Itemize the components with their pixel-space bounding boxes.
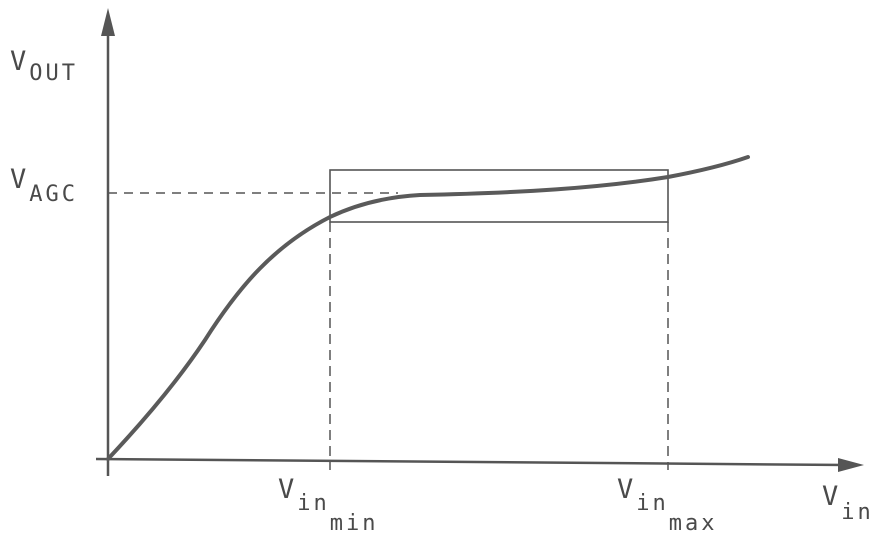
y-axis-label-main: V (10, 46, 29, 77)
vin-min-label-main: V (278, 474, 297, 505)
vin-max-label-sub: in (636, 491, 669, 516)
transfer-curve (106, 155, 750, 461)
regulation-window-box (329, 169, 669, 223)
x-axis-label-sub: in (841, 500, 874, 525)
y-axis-arrow-icon (101, 8, 115, 36)
agc-label: VAGC (10, 164, 78, 207)
agc-label-main: V (10, 164, 29, 195)
vin-max-label-subsub: max (669, 511, 718, 536)
x-axis-label-main: V (822, 481, 841, 512)
y-axis-label: VOUT (10, 46, 78, 86)
vin-max-label: Vinmax (617, 474, 718, 536)
vin-min-label: Vinmin (278, 474, 379, 536)
x-axis (95, 457, 849, 467)
vin-max-label-main: V (617, 474, 636, 505)
x-axis-label: Vin (822, 481, 874, 525)
y-axis-label-sub: OUT (29, 61, 78, 86)
x-axis-arrow-icon (838, 458, 864, 472)
vin-min-label-sub: in (297, 491, 330, 516)
vin-min-label-subsub: min (330, 511, 379, 536)
agc-label-sub: AGC (29, 182, 78, 207)
